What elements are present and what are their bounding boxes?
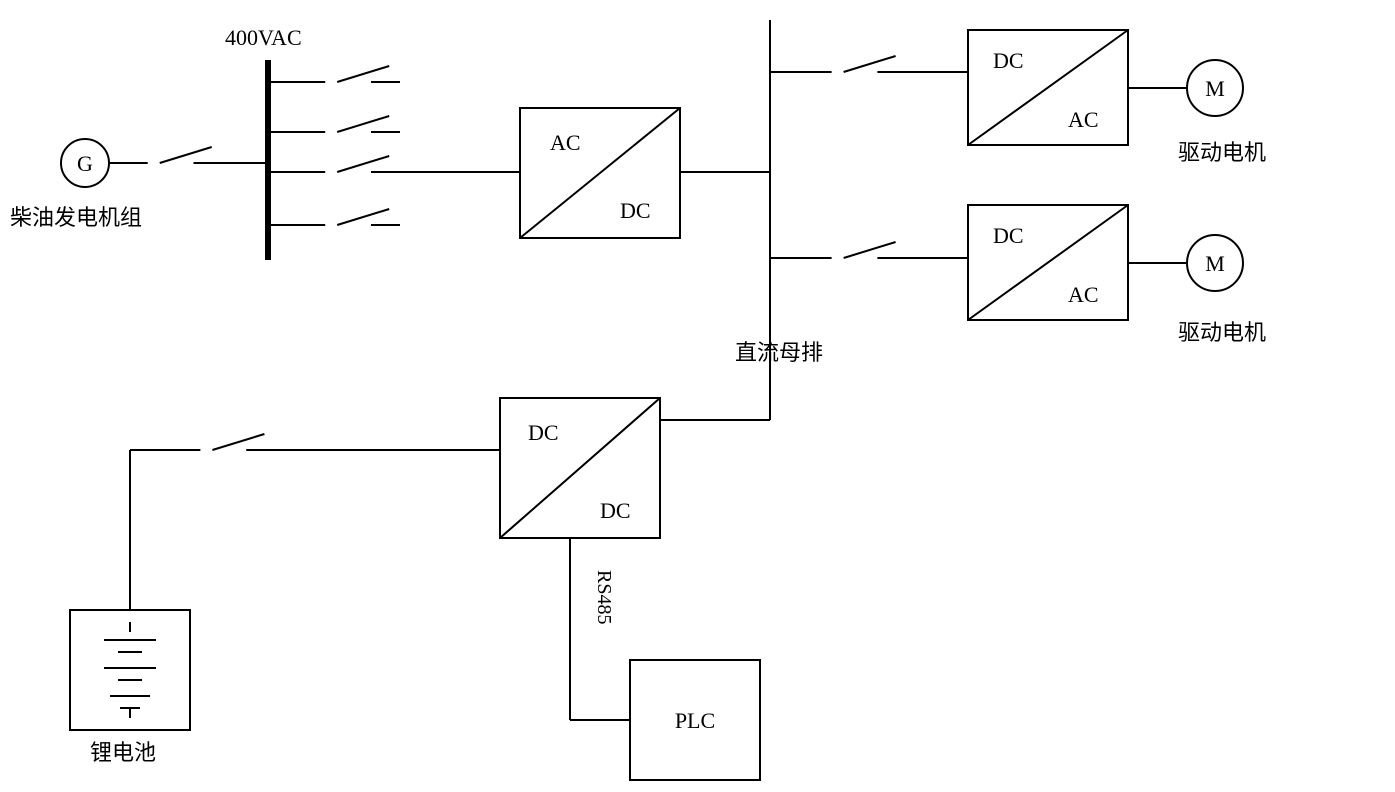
svg-text:驱动电机: 驱动电机: [1178, 320, 1266, 345]
svg-text:M: M: [1205, 251, 1225, 276]
svg-text:DC: DC: [600, 498, 631, 523]
svg-text:AC: AC: [1068, 107, 1099, 132]
svg-text:DC: DC: [620, 198, 651, 223]
svg-text:M: M: [1205, 76, 1225, 101]
svg-text:DC: DC: [528, 420, 559, 445]
svg-text:AC: AC: [1068, 282, 1099, 307]
svg-text:AC: AC: [550, 130, 581, 155]
svg-text:锂电池: 锂电池: [90, 740, 156, 765]
svg-text:DC: DC: [993, 223, 1024, 248]
svg-text:DC: DC: [993, 48, 1024, 73]
svg-text:RS485: RS485: [593, 570, 615, 624]
svg-text:G: G: [77, 151, 93, 176]
svg-text:直流母排: 直流母排: [735, 340, 823, 365]
power-system-diagram: G 柴油发电机组 400VAC AC DC 直流母排 DC AC M 驱动电机 DC AC M 驱动电机 D…: [0, 0, 1395, 792]
svg-text:400VAC: 400VAC: [225, 25, 302, 50]
svg-text:PLC: PLC: [675, 708, 715, 733]
svg-text:柴油发电机组: 柴油发电机组: [10, 205, 142, 230]
svg-text:驱动电机: 驱动电机: [1178, 140, 1266, 165]
